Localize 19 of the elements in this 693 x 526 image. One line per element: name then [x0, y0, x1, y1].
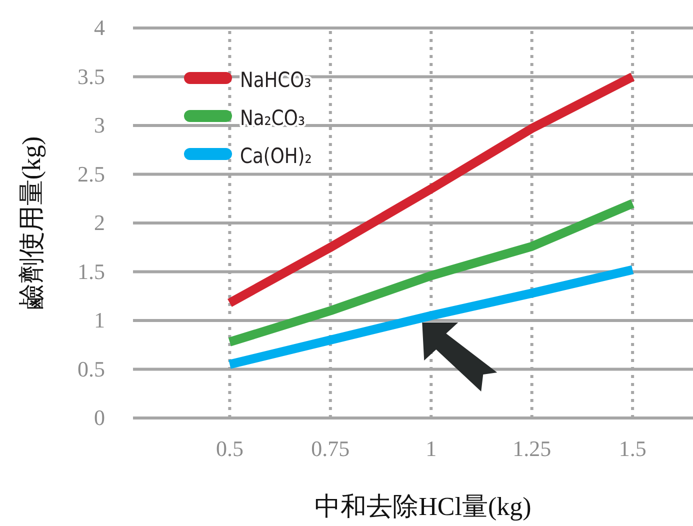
x-axis-title: 中和去除HCl量(kg): [314, 492, 532, 521]
legend-label: Ca(OH)₂: [240, 144, 312, 168]
x-tick-label: 1.5: [618, 436, 646, 461]
x-tick-label: 1.25: [512, 436, 552, 461]
x-tick-label: 0.75: [311, 436, 350, 461]
y-tick-label: 0.5: [78, 356, 105, 382]
x-tick-label: 0.5: [216, 436, 244, 461]
legend-label: NaHCO₃: [240, 68, 312, 92]
y-tick-label: 0: [94, 405, 105, 430]
x-tick-label: 1: [426, 436, 437, 461]
y-axis-title: 鹼劑使用量(kg): [17, 136, 46, 310]
y-tick-label: 1: [94, 308, 105, 332]
y-tick-label: 3: [94, 112, 105, 138]
y-tick-label: 1.5: [78, 258, 105, 284]
legend-label: Na₂CO₃: [240, 106, 306, 130]
y-tick-label: 2: [94, 210, 105, 235]
y-tick-label: 3.5: [78, 64, 105, 89]
y-tick-label: 2.5: [78, 161, 105, 186]
y-tick-label: 4: [94, 15, 105, 40]
